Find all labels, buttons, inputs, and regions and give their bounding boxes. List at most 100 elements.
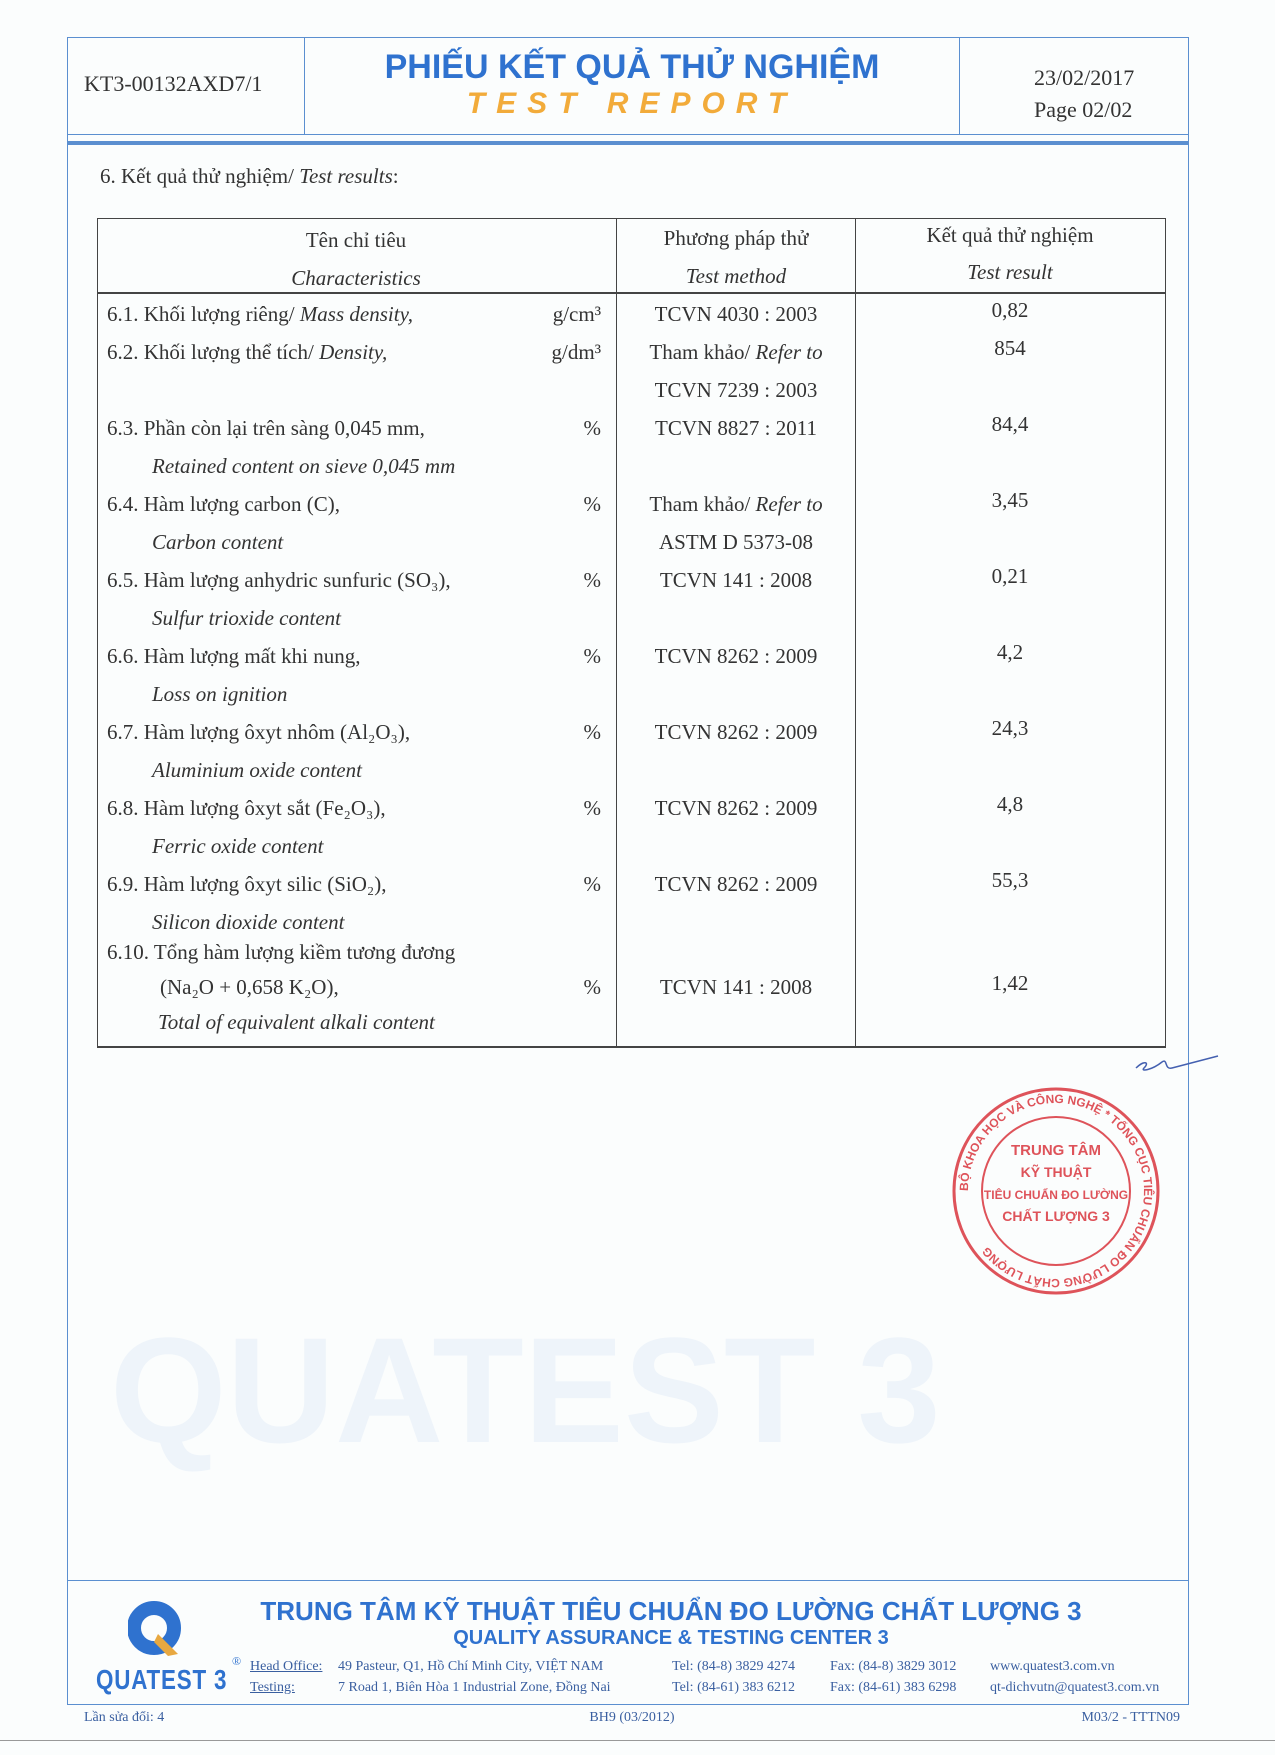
page-number: Page 02/02 (1034, 97, 1133, 122)
header-divider (304, 37, 305, 134)
testing-tel: Tel: (84-61) 383 6212 (672, 1680, 796, 1695)
section-title-en: Test results (299, 164, 393, 188)
test-result: 4,2 (996, 640, 1024, 664)
revision-number: Lần sửa đổi: 4 (84, 1710, 165, 1725)
table-header-separator (97, 292, 1166, 294)
characteristic-name: 6.1. Khối lượng riêng/ Mass density, (107, 302, 413, 326)
stamp-line: CHẤT LƯỢNG 3 (1002, 1208, 1110, 1224)
test-method: TCVN 7239 : 2003 (654, 378, 818, 402)
unit: g/cm³ (552, 302, 601, 326)
header-result-vn: Kết quả thử nghiệm (926, 223, 1094, 247)
head-office-label: Head Office: (250, 1659, 323, 1674)
report-title-vn: PHIẾU KẾT QUẢ THỬ NGHIỆM (384, 48, 880, 86)
characteristic-subline: Silicon dioxide content (152, 910, 345, 934)
frame-left (67, 37, 68, 1705)
unit: % (583, 568, 602, 592)
testing-fax: Fax: (84-61) 383 6298 (830, 1680, 957, 1695)
head-office-tel: Tel: (84-8) 3829 4274 (672, 1659, 796, 1674)
footer-bottom-line (67, 1704, 1189, 1705)
characteristic-subline: Aluminium oxide content (152, 758, 362, 782)
test-result: 24,3 (991, 716, 1029, 740)
test-result: 0,21 (991, 564, 1029, 588)
head-office-address: 49 Pasteur, Q1, Hồ Chí Minh City, VIỆT N… (338, 1659, 604, 1674)
test-result: 1,42 (991, 971, 1029, 995)
page-edge-line (0, 1740, 1275, 1741)
registered-mark: ® (232, 1654, 242, 1668)
test-method: TCVN 8262 : 2009 (654, 644, 818, 668)
header-method-vn: Phương pháp thử (663, 226, 809, 250)
test-method: TCVN 141 : 2008 (659, 568, 813, 592)
frame-right (1188, 37, 1189, 1705)
stamp-line: TRUNG TÂM (1011, 1141, 1101, 1159)
test-method: Tham khảo/ Refer to (649, 340, 823, 364)
table-column-divider (855, 218, 856, 1048)
section-title: 6. Kết quả thử nghiệm/ Test results: (100, 164, 399, 188)
unit: % (583, 416, 602, 440)
unit: % (583, 975, 602, 999)
characteristic-name: 6.2. Khối lượng thể tích/ Density, (107, 340, 388, 364)
unit: % (583, 872, 602, 896)
unit: % (583, 492, 602, 516)
header-result-en: Test result (967, 260, 1053, 284)
section-title-colon: : (392, 164, 399, 188)
characteristic-subline: Retained content on sieve 0,045 mm (152, 454, 456, 478)
test-method: Tham khảo/ Refer to (649, 492, 823, 516)
form-code: BH9 (03/2012) (589, 1710, 675, 1725)
header-bottom-line (67, 134, 1189, 135)
unit: % (583, 644, 602, 668)
org-name-en: QUALITY ASSURANCE & TESTING CENTER 3 (453, 1627, 889, 1649)
unit: % (583, 720, 602, 744)
characteristic-name: 6.5. Hàm lượng anhydric sunfuric (SO₃), (107, 568, 451, 592)
characteristic-name: 6.9. Hàm lượng ôxyt silic (SiO₂), (107, 872, 387, 896)
email-link[interactable]: qt-dichvutn@quatest3.com.vn (990, 1680, 1160, 1695)
signature-initial (1135, 1055, 1219, 1071)
table-border-right (1165, 218, 1166, 1048)
table-column-divider (616, 218, 617, 1048)
testing-address: 7 Road 1, Biên Hòa 1 Industrial Zone, Đồ… (338, 1680, 611, 1695)
watermark: QUATEST 3 (110, 1306, 941, 1474)
testing-label: Testing: (250, 1680, 295, 1695)
unit: g/dm³ (551, 340, 601, 364)
org-name-vn: TRUNG TÂM KỸ THUẬT TIÊU CHUẨN ĐO LƯỜNG C… (260, 1596, 1082, 1626)
document-id: KT3-00132AXD7/1 (84, 71, 263, 96)
characteristic-subline: Ferric oxide content (152, 834, 324, 858)
quatest-logo-text: QUATEST 3 (96, 1664, 228, 1695)
characteristic-subline: Total of equivalent alkali content (158, 1010, 435, 1034)
header-method-en: Test method (685, 264, 787, 288)
table-border-bottom (97, 1046, 1166, 1048)
test-result: 55,3 (991, 868, 1029, 892)
characteristic-subline: Carbon content (152, 530, 284, 554)
report-date: 23/02/2017 (1034, 65, 1135, 90)
unit: % (583, 796, 602, 820)
header-divider (959, 37, 960, 134)
characteristic-name: 6.10. Tổng hàm lượng kiềm tương đương (107, 940, 456, 964)
characteristic-subline: Sulfur trioxide content (152, 606, 341, 630)
test-result: 3,45 (991, 488, 1029, 512)
characteristic-name: 6.7. Hàm lượng ôxyt nhôm (Al₂O₃), (107, 720, 411, 744)
stamp-line: KỸ THUẬT (1021, 1163, 1092, 1180)
test-method: TCVN 141 : 2008 (659, 975, 813, 999)
characteristic-name: 6.6. Hàm lượng mất khi nung, (107, 644, 361, 668)
report-title-en: TEST REPORT (466, 87, 798, 120)
document-code: M03/2 - TTTN09 (1081, 1710, 1180, 1725)
test-method: TCVN 8827 : 2011 (655, 416, 817, 440)
characteristic-name: 6.4. Hàm lượng carbon (C), (107, 492, 341, 516)
test-method: TCVN 8262 : 2009 (654, 872, 818, 896)
stamp-outer-ring (952, 1087, 1160, 1295)
header-characteristics-en: Characteristics (291, 266, 421, 290)
characteristic-name: 6.8. Hàm lượng ôxyt sắt (Fe₂O₃), (107, 796, 386, 820)
official-stamp: BỘ KHOA HỌC VÀ CÔNG NGHỆ * TỔNG CỤC TIÊU… (952, 1087, 1160, 1295)
stamp-line: TIÊU CHUẨN ĐO LƯỜNG (984, 1187, 1128, 1202)
test-method: TCVN 8262 : 2009 (654, 796, 818, 820)
characteristic-name: 6.3. Phần còn lại trên sàng 0,045 mm, (107, 416, 425, 440)
stamp-inner-ring (981, 1116, 1131, 1266)
frame-top (67, 37, 1189, 38)
quatest-logo-icon (128, 1601, 181, 1656)
characteristic-subline: Loss on ignition (152, 682, 288, 706)
characteristic-subline: (Na₂O + 0,658 K₂O), (160, 975, 339, 999)
header-characteristics-vn: Tên chỉ tiêu (305, 228, 407, 252)
test-method: TCVN 4030 : 2003 (654, 302, 818, 326)
website-link[interactable]: www.quatest3.com.vn (990, 1659, 1115, 1674)
table-border-left (97, 218, 98, 1048)
test-result: 0,82 (991, 298, 1029, 322)
